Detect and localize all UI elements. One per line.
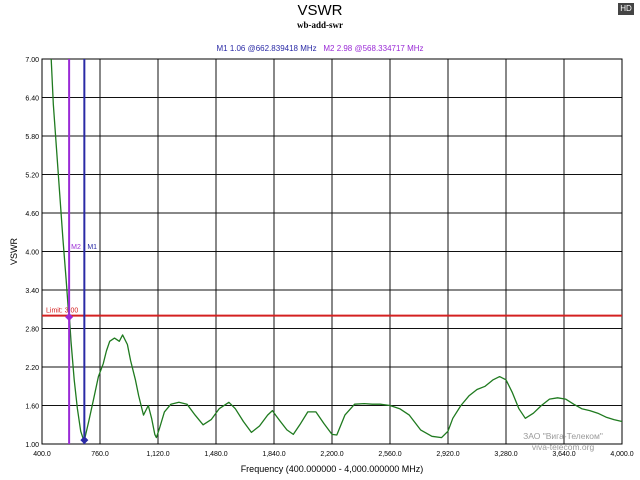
watermark-url: viva-telecom.org xyxy=(531,442,595,452)
marker-m2-point xyxy=(65,312,74,321)
x-tick-label: 3,640.0 xyxy=(552,451,575,458)
plot-border xyxy=(41,58,623,445)
watermark: ЗАО "Вига-Телеком" viva-telecom.org xyxy=(508,431,618,453)
hd-badge[interactable]: HD xyxy=(618,3,634,15)
marker-m1-point xyxy=(80,436,89,445)
y-tick-label: 7.00 xyxy=(25,57,39,64)
y-tick-label: 5.20 xyxy=(25,173,39,180)
marker-m2-label: M2 xyxy=(71,244,81,251)
vswr-series-line xyxy=(50,58,623,442)
y-tick-label: 6.40 xyxy=(25,96,39,103)
limit-label: Limit: 3.00 xyxy=(46,308,78,315)
marker-m1-label: M1 xyxy=(87,244,97,251)
chart-title: VSWR xyxy=(297,2,343,19)
x-tick-label: 4,000.0 xyxy=(610,451,633,458)
y-tick-label: 1.00 xyxy=(25,442,39,449)
x-tick-label: 1,120.0 xyxy=(146,451,169,458)
y-tick-label: 3.40 xyxy=(25,288,39,295)
x-axis-label: Frequency (400.000000 - 4,000.000000 MHz… xyxy=(241,464,424,474)
x-tick-label: 760.0 xyxy=(91,451,109,458)
x-tick-label: 1,480.0 xyxy=(204,451,227,458)
y-tick-label: 1.60 xyxy=(25,404,39,411)
x-tick-label: 2,200.0 xyxy=(320,451,343,458)
y-tick-label: 5.80 xyxy=(25,134,39,141)
x-tick-label: 2,560.0 xyxy=(378,451,401,458)
y-axis-label: VSWR xyxy=(9,237,19,265)
x-tick-label: 3,280.0 xyxy=(494,451,517,458)
watermark-company: ЗАО "Вига-Телеком" xyxy=(523,431,603,441)
y-tick-label: 4.60 xyxy=(25,211,39,218)
y-tick-label: 2.80 xyxy=(25,327,39,334)
y-tick-label: 2.20 xyxy=(25,365,39,372)
marker-m1-name: M1 xyxy=(216,44,228,53)
y-tick-label: 4.00 xyxy=(25,250,39,257)
marker-m1-readout: 1.06 @662.839418 MHz xyxy=(229,44,317,53)
marker-readout: M1 1.06 @662.839418 MHz M2 2.98 @568.334… xyxy=(0,44,640,53)
x-tick-label: 1,840.0 xyxy=(262,451,285,458)
x-tick-label: 2,920.0 xyxy=(436,451,459,458)
chart-subtitle: wb-add-swr xyxy=(296,20,343,30)
marker-m2-name: M2 xyxy=(323,44,335,53)
x-tick-label: 400.0 xyxy=(33,451,51,458)
marker-m2-readout: 2.98 @568.334717 MHz xyxy=(336,44,424,53)
